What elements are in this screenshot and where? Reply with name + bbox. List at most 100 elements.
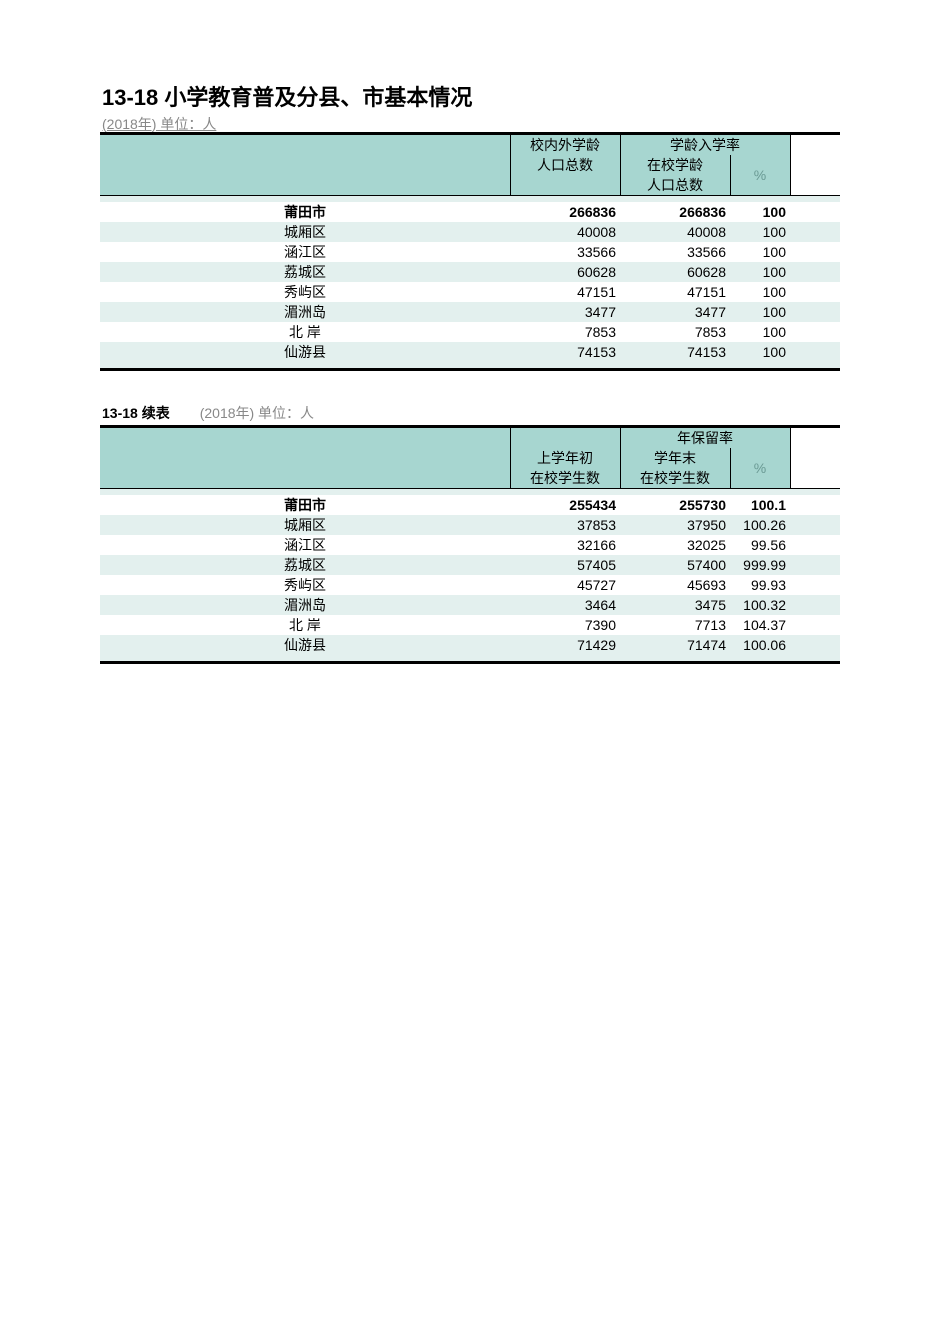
table-row: 荔城区5740557400999.99: [100, 555, 840, 575]
value-cell: 255730: [620, 495, 730, 515]
hdr-pad: [790, 468, 840, 489]
value-cell: 45727: [510, 575, 620, 595]
value-cell: 45693: [620, 575, 730, 595]
pad-cell: [790, 575, 840, 595]
hdr2-pct: %: [730, 448, 790, 489]
value-cell: 74153: [620, 342, 730, 362]
value-cell: 71429: [510, 635, 620, 655]
region-cell: 仙游县: [100, 342, 510, 362]
table-row: 涵江区3356633566100: [100, 242, 840, 262]
table-row: 莆田市266836266836100: [100, 202, 840, 222]
value-cell: 7390: [510, 615, 620, 635]
value-cell: 33566: [510, 242, 620, 262]
region-cell: 城厢区: [100, 222, 510, 242]
region-cell: 莆田市: [100, 495, 510, 515]
table-row: 秀屿区4715147151100: [100, 282, 840, 302]
region-cell: 荔城区: [100, 262, 510, 282]
value-cell: 3475: [620, 595, 730, 615]
table-row: 秀屿区457274569399.93: [100, 575, 840, 595]
pad-cell: [790, 222, 840, 242]
hdr-pad: [790, 155, 840, 175]
spacer: [100, 362, 840, 370]
pad-cell: [790, 262, 840, 282]
value-cell: 37853: [510, 515, 620, 535]
hdr-blank: [100, 448, 510, 468]
value-cell: 99.93: [730, 575, 790, 595]
hdr-pad: [790, 448, 840, 468]
table-row: 荔城区6062860628100: [100, 262, 840, 282]
value-cell: 74153: [510, 342, 620, 362]
value-cell: 100.1: [730, 495, 790, 515]
pad-cell: [790, 555, 840, 575]
pad-cell: [790, 495, 840, 515]
value-cell: 100.32: [730, 595, 790, 615]
hdr2-b: 年保留率: [620, 427, 790, 449]
pad-cell: [790, 202, 840, 222]
value-cell: 47151: [620, 282, 730, 302]
value-cell: 104.37: [730, 615, 790, 635]
hdr-col-a: 校内外学龄: [510, 134, 620, 156]
table1-subtitle: (2018年) 单位：人: [102, 114, 845, 134]
value-cell: 100: [730, 302, 790, 322]
table-row: 莆田市255434255730100.1: [100, 495, 840, 515]
region-cell: 城厢区: [100, 515, 510, 535]
value-cell: 100: [730, 222, 790, 242]
value-cell: 999.99: [730, 555, 790, 575]
hdr-sub-b2: 人口总数: [620, 175, 730, 196]
table-row: 城厢区4000840008100: [100, 222, 840, 242]
value-cell: 32025: [620, 535, 730, 555]
pad-cell: [790, 342, 840, 362]
hdr-blank: [510, 427, 620, 449]
value-cell: 255434: [510, 495, 620, 515]
value-cell: 7853: [510, 322, 620, 342]
pad-cell: [790, 515, 840, 535]
value-cell: 100: [730, 282, 790, 302]
pad-cell: [790, 595, 840, 615]
value-cell: 32166: [510, 535, 620, 555]
pad-cell: [790, 322, 840, 342]
value-cell: 266836: [510, 202, 620, 222]
region-cell: 荔城区: [100, 555, 510, 575]
value-cell: 3477: [510, 302, 620, 322]
value-cell: 100: [730, 322, 790, 342]
value-cell: 100: [730, 202, 790, 222]
table-row: 城厢区3785337950100.26: [100, 515, 840, 535]
hdr-blank: [100, 155, 510, 175]
table1: 校内外学龄 学龄入学率 人口总数 在校学龄 % 人口总数 莆田市26683626…: [100, 132, 840, 371]
value-cell: 99.56: [730, 535, 790, 555]
value-cell: 57400: [620, 555, 730, 575]
pad-cell: [790, 242, 840, 262]
table-row: 仙游县7415374153100: [100, 342, 840, 362]
hdr-blank: [100, 468, 510, 489]
hdr-pad: [790, 427, 840, 449]
hdr-col-b: 学龄入学率: [620, 134, 790, 156]
hdr2-sub-a2: 在校学生数: [510, 468, 620, 489]
hdr-blank: [100, 175, 510, 196]
value-cell: 60628: [510, 262, 620, 282]
table2-subtitle: (2018年) 单位：人: [200, 403, 314, 423]
hdr-blank: [100, 134, 510, 156]
pad-cell: [790, 635, 840, 655]
hdr2-sub-a1: 上学年初: [510, 448, 620, 468]
table-row: 湄洲岛34773477100: [100, 302, 840, 322]
value-cell: 7853: [620, 322, 730, 342]
region-cell: 秀屿区: [100, 282, 510, 302]
value-cell: 100.26: [730, 515, 790, 535]
value-cell: 37950: [620, 515, 730, 535]
region-cell: 北 岸: [100, 615, 510, 635]
pad-cell: [790, 282, 840, 302]
region-cell: 涵江区: [100, 242, 510, 262]
hdr2-sub-b2: 在校学生数: [620, 468, 730, 489]
value-cell: 33566: [620, 242, 730, 262]
table-row: 北 岸73907713104.37: [100, 615, 840, 635]
value-cell: 266836: [620, 202, 730, 222]
hdr-sub-b1: 在校学龄: [620, 155, 730, 175]
table1-title: 13-18 小学教育普及分县、市基本情况: [102, 80, 845, 112]
pad-cell: [790, 615, 840, 635]
value-cell: 7713: [620, 615, 730, 635]
pad-cell: [790, 535, 840, 555]
spacer: [100, 655, 840, 663]
value-cell: 57405: [510, 555, 620, 575]
hdr-pct: %: [730, 155, 790, 196]
value-cell: 40008: [510, 222, 620, 242]
